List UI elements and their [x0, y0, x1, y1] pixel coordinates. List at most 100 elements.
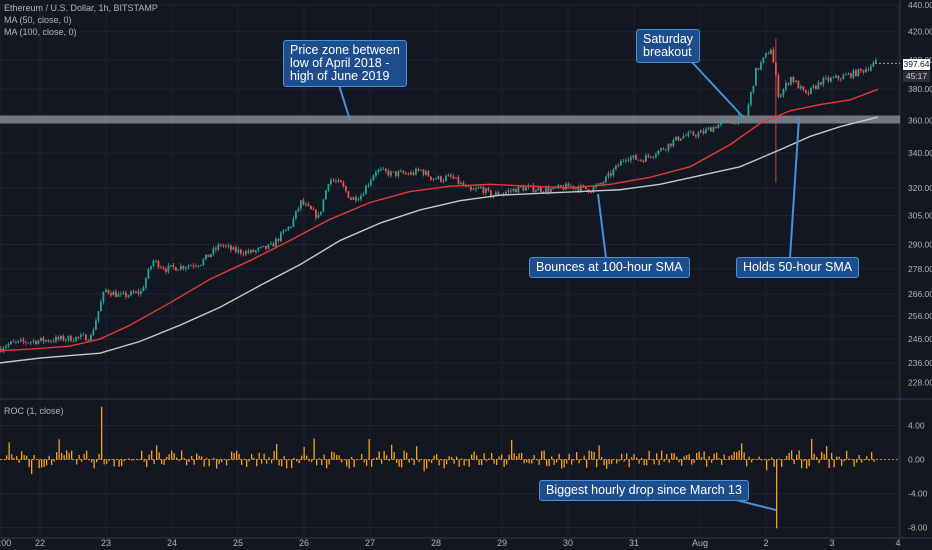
candle-body	[850, 73, 852, 78]
candle-body	[847, 73, 850, 75]
candle-body	[397, 171, 400, 176]
candle-body	[205, 254, 207, 260]
roc-bar	[496, 459, 498, 465]
candle-body	[327, 184, 330, 191]
roc-bar	[561, 459, 563, 469]
candle-body	[490, 190, 492, 198]
candle-body	[585, 186, 587, 190]
roc-bar	[748, 456, 750, 460]
roc-bar	[268, 457, 270, 460]
roc-bar	[446, 459, 448, 465]
candle-body	[420, 169, 422, 171]
roc-bar	[293, 457, 295, 460]
roc-bar	[493, 459, 495, 464]
candle-body	[192, 265, 195, 267]
roc-bar	[393, 452, 395, 460]
candle-body	[392, 171, 395, 173]
candle-body	[830, 77, 832, 82]
candle-body	[35, 340, 37, 345]
roc-bar	[261, 459, 263, 464]
roc-tick-label: 4.00	[908, 421, 925, 431]
roc-bar	[501, 454, 503, 460]
y-tick-label: 440.00	[908, 0, 932, 10]
roc-bar	[103, 459, 105, 465]
candle-body	[45, 340, 47, 342]
callout-bounces-100: Bounces at 100-hour SMA	[529, 257, 690, 278]
roc-bar	[503, 459, 505, 467]
candle-body	[332, 180, 335, 181]
candle-body	[687, 132, 690, 136]
candle-body	[745, 116, 747, 118]
roc-bar	[753, 458, 755, 460]
candle-body	[652, 156, 655, 158]
candle-body	[305, 204, 307, 205]
candle-body	[372, 175, 375, 181]
roc-bar	[531, 459, 533, 464]
candle-body	[595, 185, 597, 188]
candle-body	[632, 155, 635, 158]
candle-body	[515, 188, 517, 193]
roc-bar	[418, 459, 420, 463]
ma100-line	[0, 116, 879, 364]
candle-body	[812, 85, 815, 88]
roc-bar	[521, 452, 523, 460]
candle-body	[430, 176, 432, 180]
roc-bar	[481, 459, 483, 466]
candle-body	[265, 245, 267, 249]
x-tick-label: 27	[365, 538, 375, 548]
candle-body	[315, 209, 317, 218]
roc-bar	[43, 459, 45, 467]
candle-body	[697, 132, 700, 137]
roc-bar	[541, 450, 543, 460]
candle-body	[132, 291, 135, 293]
roc-bar	[783, 459, 785, 460]
candle-body	[347, 191, 350, 198]
candle-body	[785, 83, 787, 90]
x-tick-label: 26	[299, 538, 309, 548]
roc-bar	[433, 455, 435, 460]
candle-body	[267, 244, 270, 249]
candle-body	[355, 196, 357, 201]
roc-bar	[438, 459, 440, 466]
roc-bar	[183, 457, 185, 460]
roc-bar	[763, 459, 765, 460]
candle-body	[80, 334, 82, 338]
roc-bar	[751, 459, 753, 463]
roc-bar	[668, 459, 670, 463]
x-tick-label: 22	[35, 538, 45, 548]
candle-body	[245, 250, 247, 255]
candle-body	[405, 173, 407, 175]
roc-bar	[66, 450, 68, 460]
candle-body	[512, 188, 515, 191]
candle-body	[815, 85, 817, 89]
candle-body	[735, 119, 737, 124]
candle-body	[762, 57, 765, 63]
x-tick-label: 2	[763, 538, 768, 548]
roc-bar	[33, 455, 35, 460]
roc-bar	[653, 459, 655, 465]
roc-bar	[476, 455, 478, 460]
roc-bar	[191, 456, 193, 460]
roc-bar	[518, 453, 520, 460]
roc-bar	[571, 459, 573, 465]
roc-bar	[128, 458, 130, 460]
candle-body	[217, 244, 220, 250]
roc-bar	[8, 442, 10, 460]
roc-bar	[731, 455, 733, 460]
roc-bar	[858, 454, 860, 460]
roc-bar	[28, 459, 30, 468]
roc-bar	[201, 456, 203, 460]
candle-body	[115, 291, 117, 297]
candle-body	[760, 62, 762, 70]
roc-bar	[718, 458, 720, 460]
roc-bar	[591, 451, 593, 460]
roc-bar	[756, 459, 758, 460]
roc-bar	[388, 459, 390, 461]
roc-bar	[138, 459, 140, 461]
candle-body	[247, 250, 250, 253]
roc-bar	[848, 458, 850, 460]
roc-bar	[26, 455, 28, 460]
candle-body	[690, 131, 692, 133]
candle-body	[645, 155, 647, 163]
roc-bar	[93, 459, 95, 469]
